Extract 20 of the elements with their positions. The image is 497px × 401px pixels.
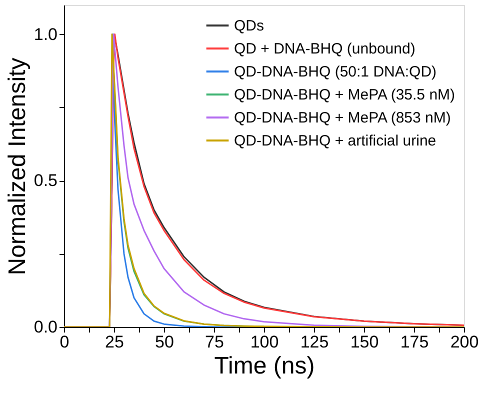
legend-label: QD-DNA-BHQ + artificial urine bbox=[234, 132, 436, 150]
legend-label: QD-DNA-BHQ + MePA (853 nM) bbox=[234, 110, 451, 126]
x-tick-label: 25 bbox=[105, 332, 124, 352]
x-tick-label: 150 bbox=[350, 332, 379, 352]
legend-label: QD-DNA-BHQ + MePA (35.5 nM) bbox=[234, 86, 456, 104]
x-tick-label: 0 bbox=[60, 332, 70, 352]
legend-label: QDs bbox=[234, 18, 264, 34]
y-tick-label: 0.5 bbox=[34, 171, 58, 190]
x-tick-label: 175 bbox=[400, 332, 429, 352]
x-axis-title: Time (ns) bbox=[214, 352, 315, 380]
legend-label: QD-DNA-BHQ (50:1 DNA:QD) bbox=[234, 64, 437, 80]
legend-label: QD + DNA-BHQ (unbound) bbox=[234, 40, 416, 58]
x-tick-label: 125 bbox=[300, 332, 329, 352]
x-tick-label: 50 bbox=[155, 332, 174, 352]
y-tick-label: 0.0 bbox=[34, 318, 58, 336]
x-tick-label: 100 bbox=[250, 332, 279, 352]
y-axis-title: Normalized Intensity bbox=[4, 58, 31, 276]
y-tick-label: 1.0 bbox=[34, 24, 58, 44]
x-tick-label: 75 bbox=[205, 332, 224, 352]
x-tick-label: 200 bbox=[450, 332, 479, 352]
